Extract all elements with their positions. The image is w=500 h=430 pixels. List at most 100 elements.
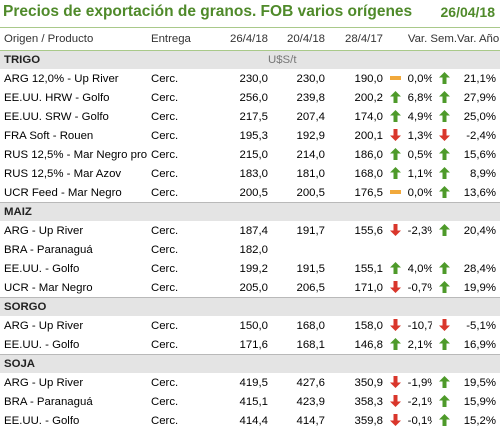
row-year-trend [432, 126, 457, 145]
row-price-3: 359,8 [325, 411, 383, 430]
row-var-year: 19,5% [457, 373, 500, 392]
header-date-1: 26/4/18 [207, 28, 268, 51]
row-delivery: Cerc. [147, 183, 207, 203]
row-price-3: 176,5 [325, 183, 383, 203]
row-week-trend [383, 221, 408, 240]
section-row: SOJA [0, 355, 500, 374]
row-price-2: 206,5 [268, 278, 325, 298]
section-spacer [147, 298, 207, 317]
row-delivery: Cerc. [147, 373, 207, 392]
row-price-1: 150,0 [207, 316, 268, 335]
row-var-week: 2,1% [408, 335, 433, 355]
section-spacer [147, 355, 207, 374]
section-unit [268, 298, 500, 317]
row-price-2: 239,8 [268, 88, 325, 107]
row-price-1: 230,0 [207, 69, 268, 88]
arrow-down-icon [439, 319, 450, 331]
arrow-down-icon [390, 319, 401, 331]
arrow-up-icon [439, 338, 450, 350]
row-delivery: Cerc. [147, 69, 207, 88]
row-price-3: 174,0 [325, 107, 383, 126]
section-name: SOJA [0, 355, 147, 374]
section-spacer [207, 51, 268, 70]
arrow-up-icon [390, 110, 401, 122]
header-date-3: 28/4/17 [325, 28, 383, 51]
row-origin: FRA Soft - Rouen [0, 126, 147, 145]
row-var-year: 16,9% [457, 335, 500, 355]
row-delivery: Cerc. [147, 107, 207, 126]
row-week-trend [383, 88, 408, 107]
row-var-week: 6,8% [408, 88, 433, 107]
arrow-up-icon [439, 224, 450, 236]
header-origin: Origen / Producto [0, 28, 147, 51]
row-var-week: -2,3% [408, 221, 433, 240]
row-origin: ARG - Up River [0, 373, 147, 392]
header-date-2: 20/4/18 [268, 28, 325, 51]
row-delivery: Cerc. [147, 278, 207, 298]
section-name: SORGO [0, 298, 147, 317]
row-delivery: Cerc. [147, 240, 207, 259]
arrow-up-icon [439, 281, 450, 293]
row-week-trend [383, 259, 408, 278]
row-year-trend [432, 392, 457, 411]
row-origin: EE.UU. - Golfo [0, 335, 147, 355]
table-row: ARG - Up RiverCerc.150,0168,0158,0-10,7%… [0, 316, 500, 335]
row-delivery: Cerc. [147, 316, 207, 335]
row-week-trend [383, 392, 408, 411]
row-var-year: 20,4% [457, 221, 500, 240]
section-spacer [147, 51, 207, 70]
row-delivery: Cerc. [147, 392, 207, 411]
arrow-down-icon [439, 129, 450, 141]
section-spacer [207, 355, 268, 374]
row-week-trend [383, 69, 408, 88]
row-price-3: 350,9 [325, 373, 383, 392]
row-price-3: 190,0 [325, 69, 383, 88]
row-delivery: Cerc. [147, 335, 207, 355]
row-var-week: -2,1% [408, 392, 433, 411]
row-price-2: 427,6 [268, 373, 325, 392]
report-title: Precios de exportación de granos. FOB va… [3, 3, 412, 21]
arrow-down-icon [390, 224, 401, 236]
row-price-1: 415,1 [207, 392, 268, 411]
section-spacer [207, 203, 268, 222]
report-date: 26/04/18 [441, 4, 496, 20]
row-delivery: Cerc. [147, 221, 207, 240]
arrow-up-icon [439, 110, 450, 122]
row-var-year: 15,6% [457, 145, 500, 164]
arrow-up-icon [390, 167, 401, 179]
row-var-week: 0,0% [408, 69, 433, 88]
arrow-down-icon [390, 414, 401, 426]
report: Precios de exportación de granos. FOB va… [0, 0, 500, 403]
row-origin: RUS 12,5% - Mar Negro prof. [0, 145, 147, 164]
header-row: Origen / Producto Entrega 26/4/18 20/4/1… [0, 28, 500, 51]
row-var-year: 15,2% [457, 411, 500, 430]
row-var-year: 15,9% [457, 392, 500, 411]
row-var-year: 25,0% [457, 107, 500, 126]
arrow-up-icon [390, 91, 401, 103]
section-unit [268, 355, 500, 374]
row-price-1: 200,5 [207, 183, 268, 203]
row-origin: EE.UU. HRW - Golfo [0, 88, 147, 107]
row-price-1: 414,4 [207, 411, 268, 430]
row-year-trend [432, 88, 457, 107]
row-delivery: Cerc. [147, 145, 207, 164]
row-origin: ARG 12,0% - Up River [0, 69, 147, 88]
row-price-2: 207,4 [268, 107, 325, 126]
row-price-2: 230,0 [268, 69, 325, 88]
row-var-year: 19,9% [457, 278, 500, 298]
row-delivery: Cerc. [147, 164, 207, 183]
section-unit: U$S/t [268, 51, 500, 70]
table-row: ARG - Up RiverCerc.419,5427,6350,9-1,9%1… [0, 373, 500, 392]
section-row: MAIZ [0, 203, 500, 222]
table-row: UCR - Mar NegroCerc.205,0206,5171,0-0,7%… [0, 278, 500, 298]
row-delivery: Cerc. [147, 88, 207, 107]
row-week-trend [383, 278, 408, 298]
row-var-week: -1,9% [408, 373, 433, 392]
row-year-trend [432, 335, 457, 355]
row-year-trend [432, 145, 457, 164]
row-price-1: 187,4 [207, 221, 268, 240]
